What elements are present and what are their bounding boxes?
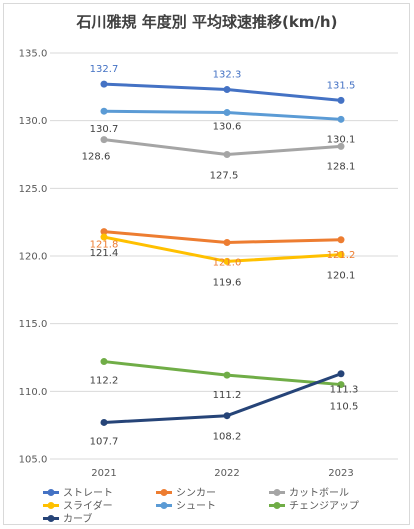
data-label: 111.2 <box>213 390 242 401</box>
legend-label: ストレート <box>63 488 113 499</box>
x-tick-label: 2022 <box>214 468 239 479</box>
legend-marker <box>47 502 55 509</box>
y-tick-label: 125.0 <box>19 184 48 195</box>
data-label: 121.4 <box>90 248 119 259</box>
legend-label: チェンジアップ <box>289 500 359 512</box>
data-label: 119.6 <box>213 277 242 288</box>
data-label: 127.5 <box>210 171 239 182</box>
x-tick-label: 2023 <box>328 468 353 479</box>
data-label: 107.7 <box>90 436 119 447</box>
data-labels: 132.7 132.3 131.5 121.8 121.0 121.2 128.6 127.5… <box>82 64 359 447</box>
data-label: 130.1 <box>327 134 356 145</box>
data-point <box>337 96 345 104</box>
data-point <box>337 142 345 150</box>
data-label: 120.1 <box>327 271 356 282</box>
data-point <box>223 151 231 158</box>
data-point <box>223 371 231 379</box>
legend-marker <box>160 502 168 509</box>
legend-marker <box>47 515 55 522</box>
data-label: 121.8 <box>90 240 119 251</box>
data-point <box>223 238 231 246</box>
legend-label: カーブ <box>63 512 92 525</box>
y-tick-label: 120.0 <box>19 252 48 263</box>
data-label: 128.6 <box>82 152 111 163</box>
data-point <box>100 136 108 144</box>
legend-label: カットボール <box>289 487 349 499</box>
data-label: 132.3 <box>213 70 242 81</box>
data-label: 121.0 <box>213 257 242 268</box>
data-point <box>337 381 345 389</box>
x-axis-ticks: 2021 2022 2023 <box>91 468 353 479</box>
legend-marker <box>160 489 168 496</box>
series-line <box>103 360 342 387</box>
y-tick-label: 115.0 <box>19 319 48 330</box>
data-label: 108.2 <box>213 432 242 443</box>
data-point <box>100 418 108 426</box>
series-line <box>103 109 342 121</box>
data-label: 111.3 <box>330 385 359 396</box>
legend-marker <box>273 489 281 496</box>
series-lines <box>100 80 345 426</box>
legend-marker <box>47 489 55 496</box>
legend-marker <box>273 502 281 509</box>
data-label: 131.5 <box>327 80 356 91</box>
data-point <box>100 358 108 366</box>
data-point <box>100 80 108 88</box>
x-tick-label: 2021 <box>91 468 116 479</box>
data-point <box>337 115 345 123</box>
chart-title: 石川雅規 年度別 平均球速推移(km/h) <box>76 13 338 31</box>
data-label: 130.6 <box>213 122 242 133</box>
series-line <box>103 82 342 102</box>
chart-frame <box>3 3 410 525</box>
data-point <box>100 228 108 236</box>
data-label: 110.5 <box>330 402 359 413</box>
y-tick-label: 135.0 <box>19 49 48 60</box>
series-line <box>103 138 342 156</box>
data-point <box>223 412 231 420</box>
y-axis-ticks: 105.0 110.0 115.0 120.0 125.0 130.0 135.0 <box>19 49 48 466</box>
data-label: 132.7 <box>90 64 119 75</box>
data-point <box>100 233 108 241</box>
data-label: 128.1 <box>327 161 356 172</box>
y-tick-label: 130.0 <box>19 116 48 127</box>
legend-label: シュート <box>176 501 216 512</box>
series-line <box>103 230 342 244</box>
data-point <box>337 370 345 378</box>
legend-label: シンカー <box>176 487 216 499</box>
legend-label: スライダー <box>63 499 113 512</box>
data-point <box>100 107 108 115</box>
data-point <box>223 109 231 117</box>
data-point <box>337 251 345 259</box>
data-label: 112.2 <box>90 376 119 387</box>
y-tick-label: 110.0 <box>19 387 48 398</box>
data-label: 130.7 <box>90 124 119 135</box>
y-tick-label: 105.0 <box>19 455 48 466</box>
data-point <box>337 236 345 244</box>
data-point <box>223 257 231 265</box>
data-point <box>223 86 231 94</box>
data-label: 121.2 <box>327 250 356 261</box>
